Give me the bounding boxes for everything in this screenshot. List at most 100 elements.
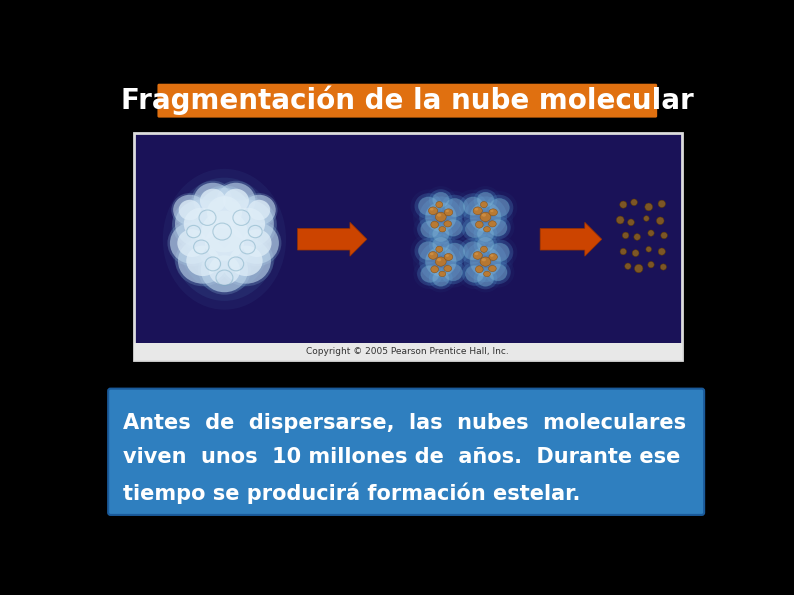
- Ellipse shape: [475, 252, 478, 255]
- Ellipse shape: [444, 264, 462, 281]
- FancyArrow shape: [298, 223, 367, 256]
- Circle shape: [648, 261, 654, 268]
- Ellipse shape: [477, 192, 494, 208]
- Ellipse shape: [433, 226, 449, 242]
- Ellipse shape: [470, 247, 501, 276]
- Ellipse shape: [177, 229, 207, 257]
- Ellipse shape: [426, 231, 456, 258]
- Ellipse shape: [414, 238, 442, 264]
- Ellipse shape: [414, 193, 442, 219]
- Ellipse shape: [421, 265, 439, 283]
- FancyArrow shape: [540, 223, 602, 256]
- Ellipse shape: [207, 196, 242, 228]
- Ellipse shape: [473, 234, 497, 255]
- Ellipse shape: [480, 202, 488, 208]
- Ellipse shape: [418, 197, 438, 215]
- Ellipse shape: [426, 265, 456, 292]
- FancyBboxPatch shape: [157, 84, 657, 118]
- Circle shape: [642, 215, 650, 222]
- Text: Antes  de  dispersarse,  las  nubes  moleculares: Antes de dispersarse, las nubes molecula…: [123, 412, 686, 433]
- Ellipse shape: [482, 258, 486, 261]
- Ellipse shape: [464, 241, 507, 282]
- Ellipse shape: [175, 236, 230, 286]
- Ellipse shape: [436, 202, 443, 208]
- Ellipse shape: [470, 220, 501, 248]
- Ellipse shape: [419, 241, 462, 282]
- Circle shape: [628, 219, 634, 226]
- Ellipse shape: [168, 220, 217, 266]
- Ellipse shape: [241, 193, 278, 227]
- Ellipse shape: [229, 246, 263, 276]
- Ellipse shape: [475, 208, 478, 211]
- Ellipse shape: [489, 253, 497, 261]
- Ellipse shape: [437, 214, 441, 217]
- Ellipse shape: [440, 216, 466, 240]
- Ellipse shape: [470, 202, 501, 231]
- Circle shape: [661, 264, 666, 270]
- Ellipse shape: [248, 200, 270, 220]
- Ellipse shape: [163, 169, 286, 309]
- Ellipse shape: [441, 239, 468, 265]
- Ellipse shape: [462, 217, 488, 241]
- Ellipse shape: [476, 221, 484, 228]
- Ellipse shape: [489, 199, 509, 217]
- Ellipse shape: [439, 227, 445, 232]
- Ellipse shape: [186, 195, 263, 283]
- Ellipse shape: [418, 242, 438, 260]
- Ellipse shape: [481, 212, 515, 243]
- Ellipse shape: [445, 209, 453, 216]
- Ellipse shape: [194, 183, 233, 219]
- Ellipse shape: [195, 186, 254, 239]
- Ellipse shape: [421, 221, 439, 238]
- Ellipse shape: [485, 216, 511, 240]
- Ellipse shape: [433, 237, 449, 252]
- Ellipse shape: [178, 186, 271, 292]
- Ellipse shape: [430, 208, 434, 211]
- Ellipse shape: [223, 189, 249, 213]
- Ellipse shape: [485, 261, 511, 284]
- Circle shape: [647, 230, 654, 237]
- Ellipse shape: [484, 227, 491, 232]
- Ellipse shape: [489, 209, 497, 216]
- Ellipse shape: [413, 190, 468, 243]
- Ellipse shape: [490, 255, 494, 257]
- Ellipse shape: [437, 257, 470, 287]
- Circle shape: [625, 263, 631, 269]
- Ellipse shape: [417, 262, 443, 286]
- Circle shape: [646, 203, 652, 211]
- Ellipse shape: [195, 217, 253, 270]
- Ellipse shape: [430, 252, 434, 255]
- Ellipse shape: [437, 258, 441, 261]
- Ellipse shape: [192, 214, 256, 273]
- Ellipse shape: [463, 197, 484, 215]
- Ellipse shape: [431, 221, 438, 228]
- Ellipse shape: [426, 202, 457, 231]
- Ellipse shape: [217, 183, 256, 219]
- Ellipse shape: [205, 226, 244, 261]
- Circle shape: [631, 199, 637, 205]
- Ellipse shape: [218, 236, 274, 286]
- Ellipse shape: [201, 248, 248, 292]
- Circle shape: [658, 201, 665, 208]
- Ellipse shape: [481, 257, 515, 287]
- Ellipse shape: [433, 192, 449, 208]
- Ellipse shape: [435, 212, 446, 221]
- Ellipse shape: [458, 259, 491, 289]
- Ellipse shape: [413, 235, 468, 288]
- Ellipse shape: [488, 264, 507, 281]
- Ellipse shape: [419, 196, 462, 237]
- Ellipse shape: [429, 223, 453, 245]
- Ellipse shape: [435, 257, 446, 266]
- Ellipse shape: [488, 221, 496, 227]
- Circle shape: [619, 248, 627, 255]
- Ellipse shape: [464, 196, 507, 237]
- Circle shape: [661, 232, 668, 239]
- Ellipse shape: [459, 238, 488, 264]
- Ellipse shape: [470, 186, 501, 214]
- Ellipse shape: [170, 223, 214, 264]
- Ellipse shape: [429, 189, 453, 211]
- Ellipse shape: [191, 202, 257, 277]
- Ellipse shape: [436, 246, 443, 252]
- Ellipse shape: [410, 190, 446, 223]
- Ellipse shape: [198, 188, 251, 237]
